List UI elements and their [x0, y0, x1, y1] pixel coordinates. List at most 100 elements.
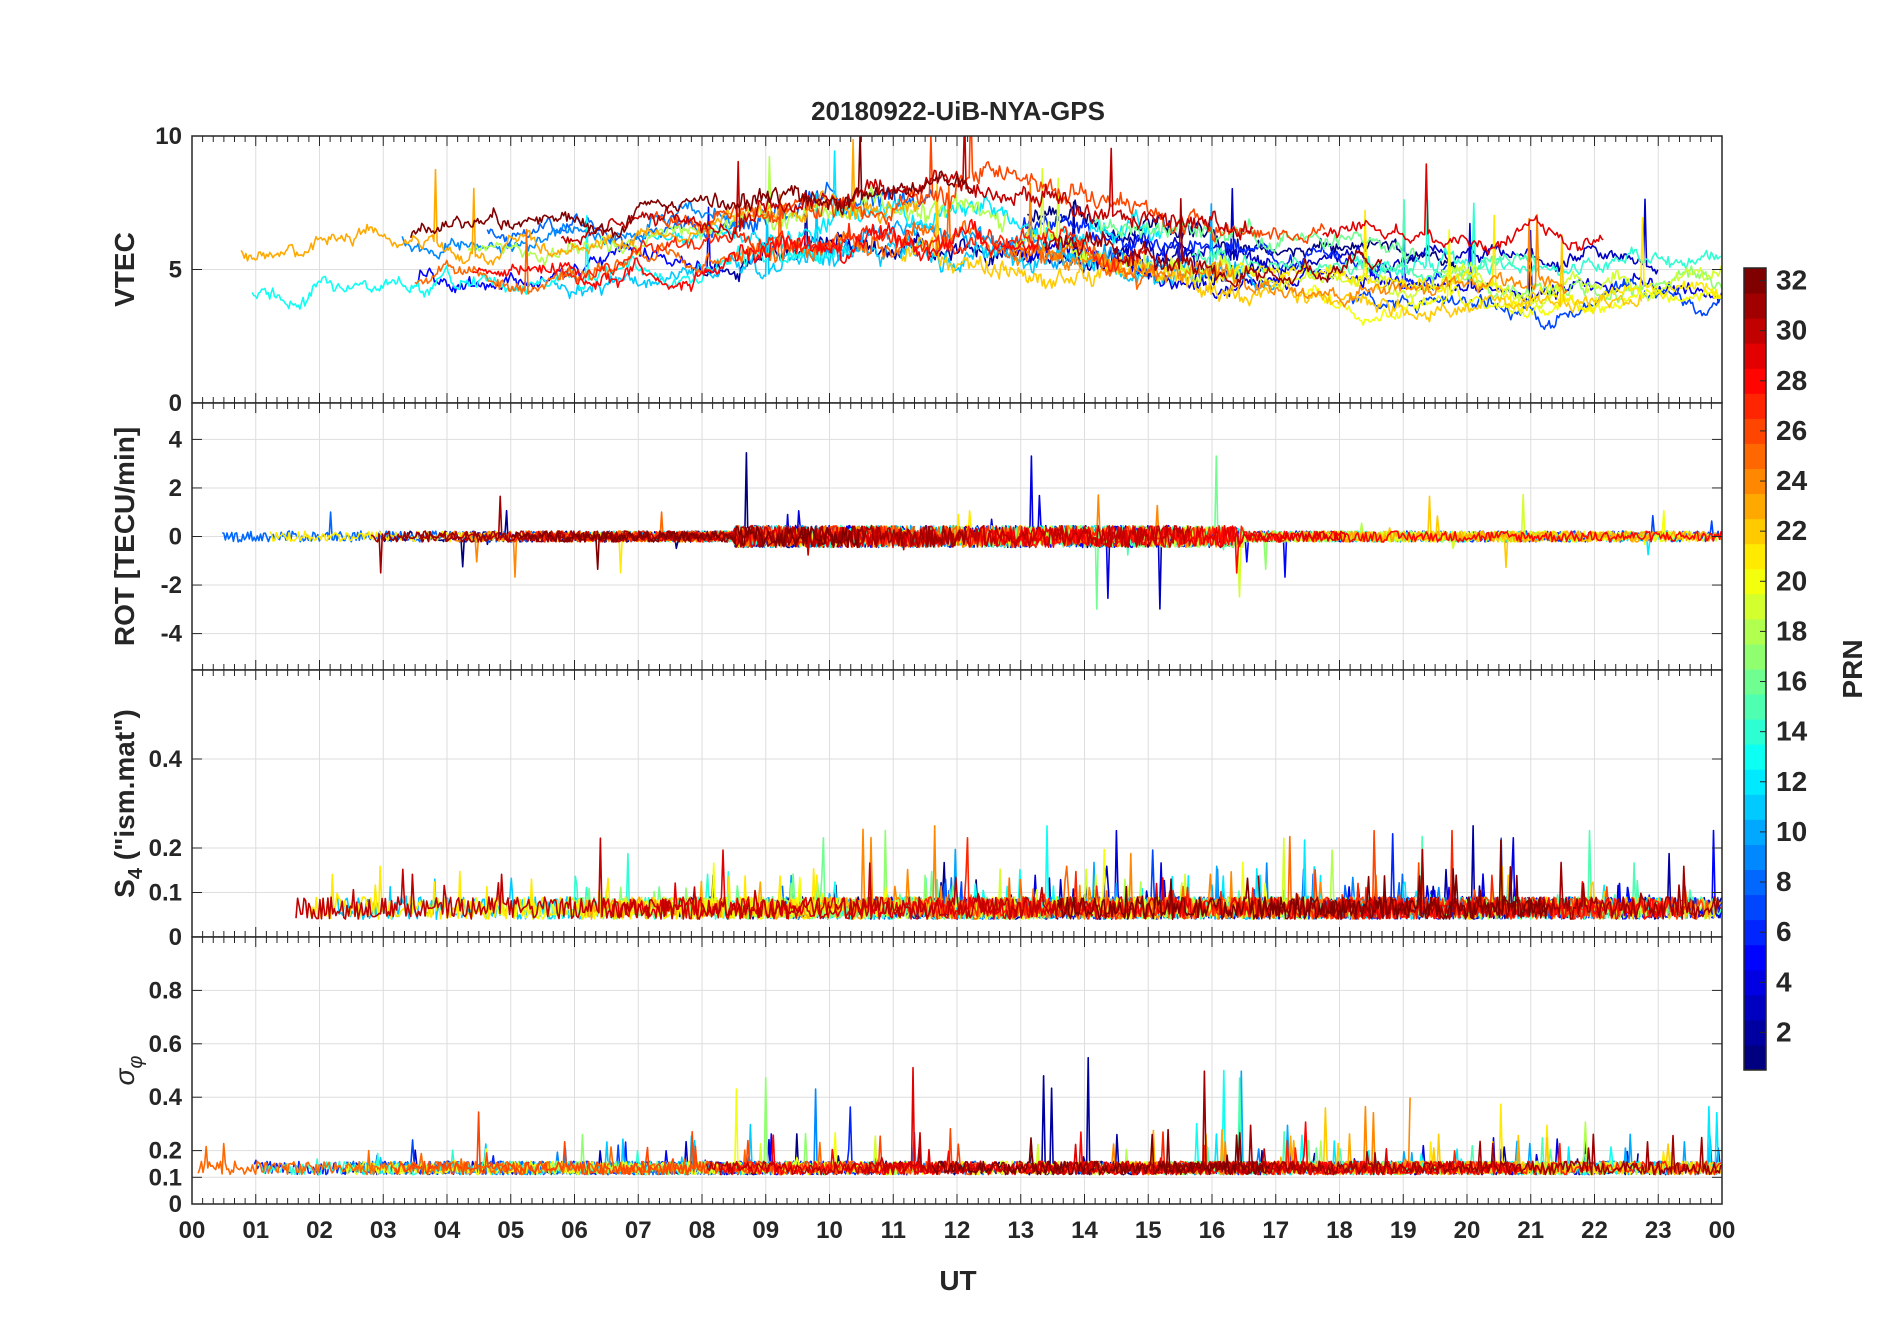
colorbar-segment [1744, 969, 1766, 996]
colorbar-segment [1744, 669, 1766, 695]
colorbar-tick-label: 2 [1776, 1016, 1792, 1047]
colorbar-segment [1744, 919, 1766, 946]
series-prn-28 [472, 218, 1040, 293]
x-tick-label: 00 [1709, 1217, 1736, 1244]
colorbar-segment [1744, 268, 1766, 294]
y-axis-label-subscript: 4 [125, 867, 147, 879]
y-tick-label: -4 [161, 621, 183, 648]
y-tick-label: 10 [155, 123, 182, 150]
y-axis-label-suffix: ("ism.mat") [109, 709, 140, 868]
colorbar-tick-label: 14 [1776, 716, 1808, 747]
colorbar-segment [1744, 418, 1766, 444]
y-axis-label: VTEC [109, 232, 140, 307]
x-tick-label: 07 [625, 1217, 652, 1244]
colorbar-segment [1744, 518, 1766, 545]
colorbar-tick-label: 24 [1776, 465, 1808, 496]
y-tick-label: 0.4 [149, 1084, 183, 1111]
y-tick-label: 5 [169, 257, 182, 284]
colorbar-tick-label: 20 [1776, 565, 1807, 596]
series-prn-27 [561, 222, 1147, 286]
colorbar-tick-label: 30 [1776, 315, 1807, 346]
y-tick-label: 0.8 [149, 977, 182, 1004]
y-axis-label-main: ROT [TECU/min] [109, 427, 140, 646]
y-axis-label-main: VTEC [109, 232, 140, 307]
x-tick-label: 19 [1390, 1217, 1417, 1244]
y-tick-label: 0 [169, 1191, 182, 1218]
series-prn-32 [931, 1128, 1271, 1176]
y-tick-label: 0.1 [149, 1164, 182, 1191]
colorbar-segment [1744, 844, 1766, 870]
colorbar-tick-label: 26 [1776, 415, 1807, 446]
y-ticks: -4 -2 0 2 4 [161, 426, 1722, 648]
colorbar-segment [1744, 643, 1766, 670]
y-tick-label: 2 [169, 475, 182, 502]
series-prn-21 [1203, 209, 1722, 315]
colorbar-tick-label: 4 [1776, 966, 1792, 997]
x-tick-label: 23 [1645, 1217, 1672, 1244]
colorbar-tick-label: 8 [1776, 866, 1792, 897]
colorbar-tick-label: 22 [1776, 515, 1807, 546]
series-prn-32 [409, 136, 974, 239]
x-tick-label: 13 [1007, 1217, 1034, 1244]
series-prn-18 [467, 155, 1008, 267]
colorbar-segment [1744, 468, 1766, 495]
series-group [197, 1056, 1722, 1176]
series-group [222, 451, 1722, 610]
colorbar-segment [1744, 393, 1766, 419]
colorbar-frame [1743, 267, 1767, 1071]
x-tick-label: 15 [1135, 1217, 1162, 1244]
colorbar-segment [1744, 819, 1766, 845]
x-tick-label: 22 [1581, 1217, 1608, 1244]
colorbar-tick-label: 32 [1776, 265, 1807, 296]
series-prn-29 [1322, 163, 1604, 255]
colorbar-tick-label: 6 [1776, 916, 1792, 947]
y-axis-label: S4 ("ism.mat") [109, 709, 147, 898]
colorbar-segment [1744, 944, 1766, 971]
colorbar-segment [1744, 869, 1766, 896]
series-prn-31 [1044, 198, 1383, 288]
colorbar-label: PRN [1837, 639, 1868, 698]
colorbar-segment [1744, 493, 1766, 520]
x-ticks [191, 670, 1723, 937]
y-tick-label: 0.2 [149, 835, 182, 862]
colorbar-segment [1744, 694, 1766, 720]
panel-S4: 00.10.20.4S4 ("ism.mat") [109, 669, 1723, 951]
series-group [240, 136, 1722, 331]
y-tick-label: 0 [169, 390, 182, 417]
colorbar-segment [1744, 1044, 1766, 1071]
x-tick-label: 17 [1262, 1217, 1289, 1244]
x-tick-label: 16 [1199, 1217, 1226, 1244]
colorbar-segment [1744, 293, 1766, 319]
x-tick-label: 02 [306, 1217, 333, 1244]
y-axis-label: ROT [TECU/min] [109, 427, 140, 646]
y-tick-label: 4 [169, 426, 183, 453]
x-tick-label: 01 [242, 1217, 269, 1244]
y-axis-label-main: S [109, 879, 140, 898]
y-tick-label: 0 [169, 524, 182, 551]
colorbar-segment [1744, 769, 1766, 795]
series-prn-31 [1157, 1070, 1722, 1176]
series-prn-9 [401, 201, 741, 260]
x-tick-label: 14 [1071, 1217, 1098, 1244]
colorbar-tick-label: 10 [1776, 816, 1807, 847]
x-ticks [191, 136, 1723, 403]
panel-ROT: -4 -2 0 2 4 ROT [TECU/min] [109, 402, 1723, 671]
colorbar-tick-label: 28 [1776, 365, 1807, 396]
y-tick-label: 0 [169, 924, 182, 951]
series-prn-28 [992, 524, 1722, 574]
y-ticks: 0 5 10 [155, 123, 1722, 417]
colorbar-tick-label: 12 [1776, 766, 1807, 797]
colorbar-segment [1744, 593, 1766, 620]
x-tick-label: 03 [370, 1217, 397, 1244]
x-tick-label: 05 [497, 1217, 524, 1244]
x-tick-label: 18 [1326, 1217, 1353, 1244]
colorbar-segment [1744, 343, 1766, 369]
series-prn-30 [560, 136, 1254, 246]
chart-title: 20180922-UiB-NYA-GPS [811, 96, 1105, 126]
y-ticks: 00.10.2 0.4 0.6 0.8 [149, 977, 1722, 1218]
x-ticks [191, 937, 1723, 1204]
colorbar-segment [1744, 744, 1766, 770]
series-group [295, 824, 1722, 921]
x-tick-label: 11 [881, 1217, 906, 1244]
